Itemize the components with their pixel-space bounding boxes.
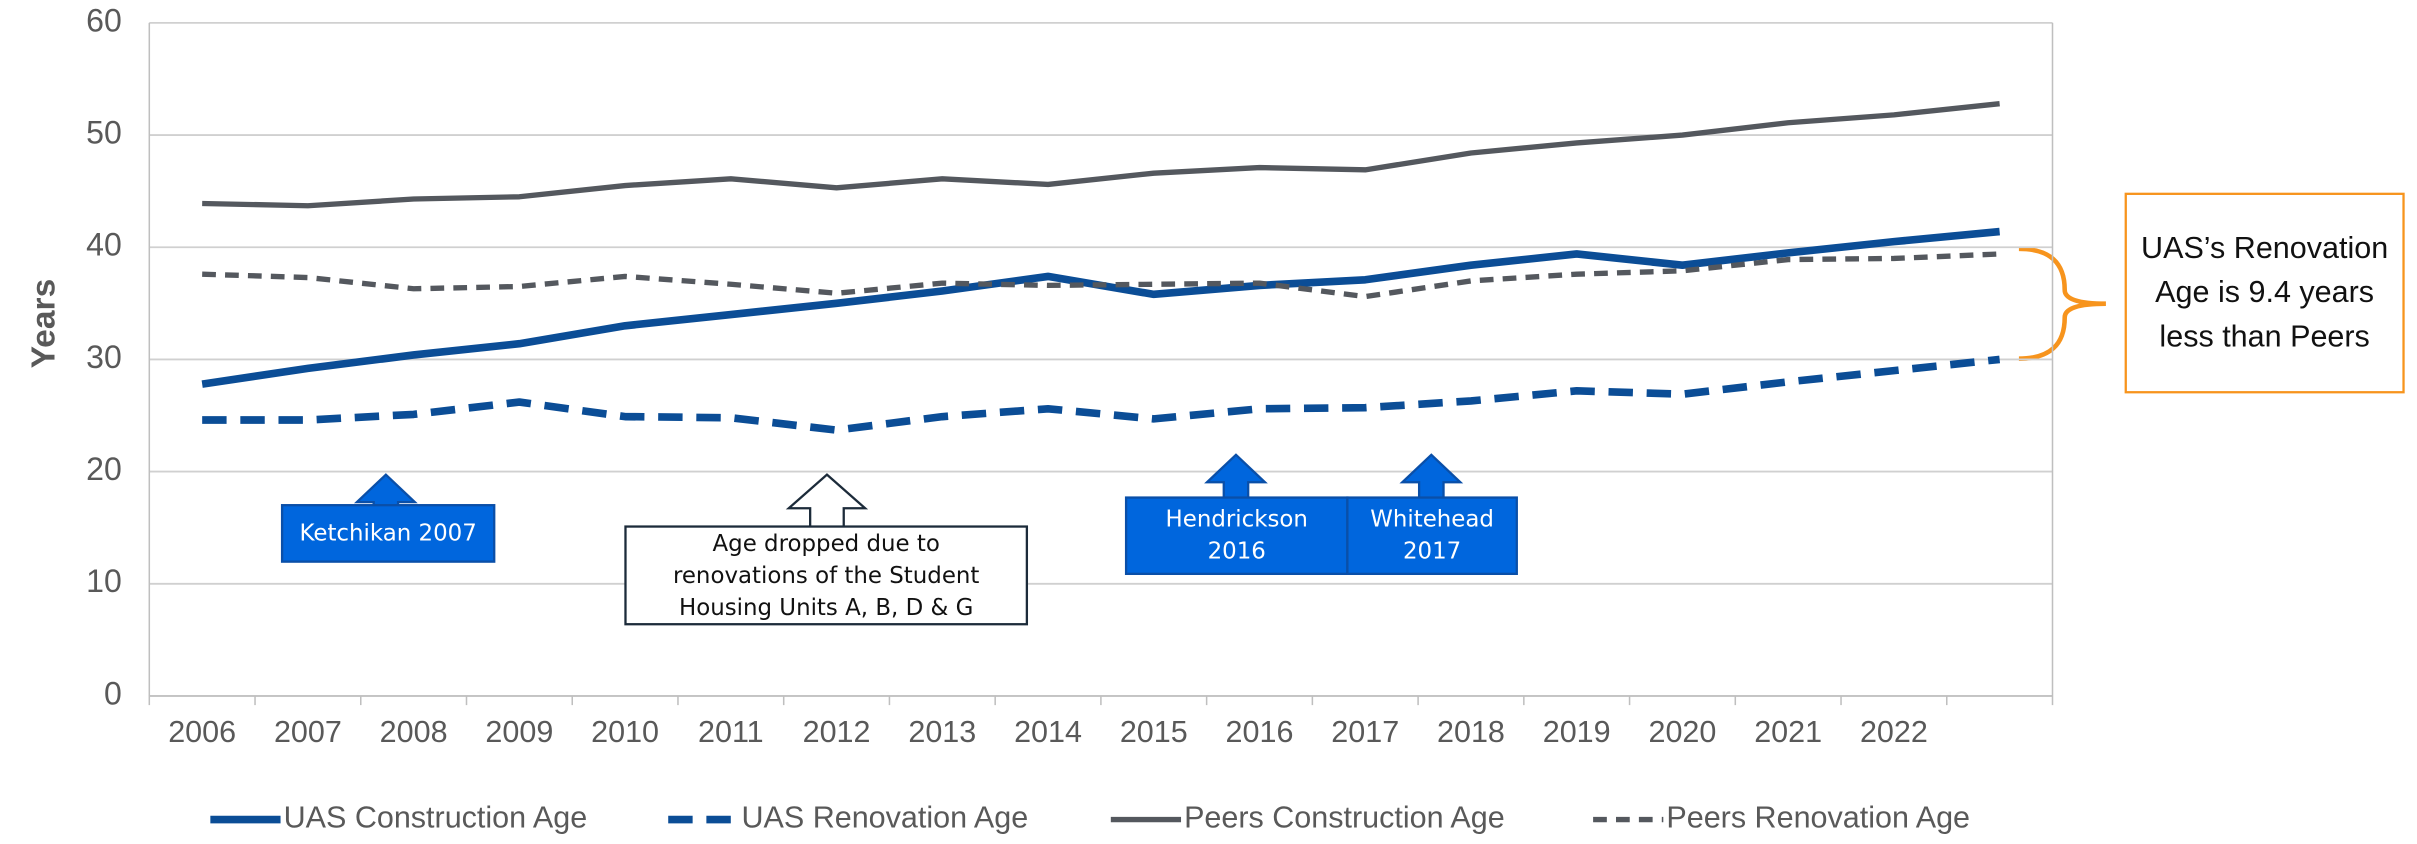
annotation-arrow [785, 473, 869, 530]
legend-label: UAS Renovation Age [741, 801, 1028, 835]
annotation-text-box: Ketchikan 2007 [299, 518, 477, 547]
x-tick-label: 2016 [1226, 715, 1294, 749]
legend-label: Peers Renovation Age [1666, 801, 1970, 835]
annotation-arrow [353, 473, 418, 508]
x-tick-label: 2022 [1860, 715, 1928, 749]
y-tick-label: 30 [86, 339, 122, 375]
y-tick-label: 10 [86, 563, 122, 599]
y-tick-label: 40 [86, 227, 122, 263]
x-tick-label: 2013 [908, 715, 976, 749]
annotation-box [2124, 192, 2405, 394]
legend-label: Peers Construction Age [1184, 801, 1505, 835]
y-axis-label: Years [25, 279, 62, 369]
x-tick-label: 2012 [803, 715, 871, 749]
y-tick-label: 60 [86, 2, 122, 38]
annotation-box [624, 525, 1029, 626]
x-tick-label: 2007 [274, 715, 342, 749]
x-tick-label: 2011 [698, 715, 764, 749]
annotation-text: Ketchikan 2007 [299, 518, 477, 547]
x-tick-label: 2019 [1543, 715, 1611, 749]
x-tick-label: 2021 [1754, 715, 1822, 749]
annotation-box [1346, 496, 1518, 576]
series-line [202, 251, 2000, 300]
annotation-text: Age dropped due to renovations of the St… [672, 528, 980, 621]
series-line [202, 101, 2000, 209]
x-tick-label: 2018 [1437, 715, 1505, 749]
series-line [201, 227, 2000, 388]
x-tick-label: 2009 [485, 715, 553, 749]
annotation-arrow [1204, 453, 1268, 501]
annotation-arrow [1399, 453, 1464, 501]
annotation-box [280, 504, 496, 563]
x-tick-label: 2006 [168, 715, 236, 749]
annotation-text: UAS’s Renovation Age is 9.4 years less t… [2141, 231, 2389, 354]
annotation-text: Hendrickson 2016 [1165, 505, 1308, 565]
y-tick-label: 0 [104, 675, 122, 711]
series-line [202, 355, 2001, 434]
y-tick-label: 50 [86, 115, 122, 151]
annotation-text: Whitehead 2017 [1370, 505, 1494, 565]
x-tick-label: 2020 [1648, 715, 1716, 749]
legend-label: UAS Construction Age [284, 801, 588, 835]
annotation-box [1124, 496, 1349, 576]
annotation-text-box: Whitehead 2017 [1370, 505, 1494, 565]
brace [2018, 246, 2106, 361]
x-tick-label: 2017 [1331, 715, 1399, 749]
y-tick-label: 20 [86, 451, 122, 487]
annotation-text-box: UAS’s Renovation Age is 9.4 years less t… [2141, 231, 2389, 354]
annotation-text-box: Age dropped due to renovations of the St… [672, 528, 980, 621]
annotation-text-box: Hendrickson 2016 [1165, 505, 1308, 565]
x-tick-label: 2008 [380, 715, 448, 749]
x-tick-label: 2015 [1120, 715, 1188, 749]
x-tick-label: 2014 [1014, 715, 1082, 749]
x-tick-label: 2010 [591, 715, 659, 749]
